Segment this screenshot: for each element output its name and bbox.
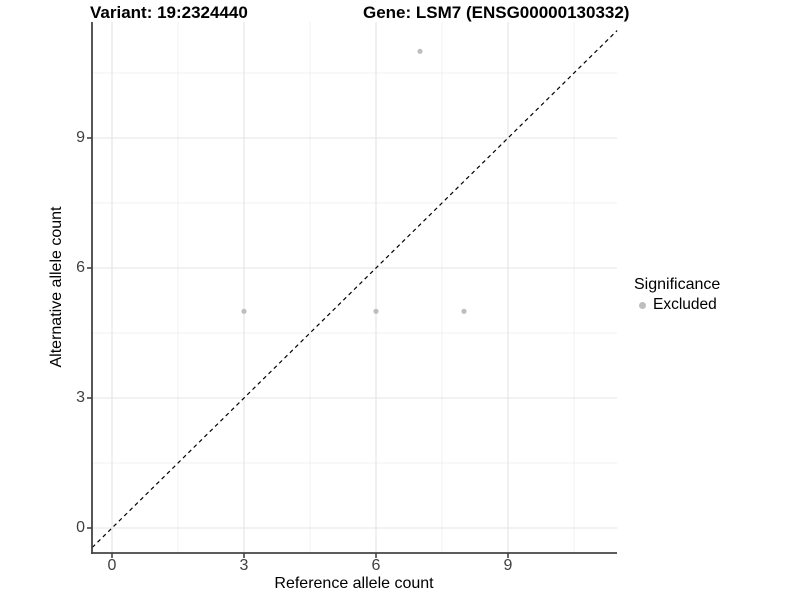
legend-key — [634, 297, 651, 314]
plot-title-gene: Gene: LSM7 (ENSG00000130332) — [363, 3, 630, 22]
x-tick-label: 3 — [239, 557, 249, 574]
x-tick-label: 6 — [371, 557, 381, 574]
x-axis-title: Reference allele count — [274, 575, 434, 592]
y-tick-label: 6 — [76, 259, 85, 276]
data-point — [241, 308, 247, 314]
plot-title-variant: Variant: 19:2324440 — [90, 3, 248, 22]
y-axis-title: Alternative allele count — [48, 206, 65, 368]
y-tick-label: 3 — [76, 389, 85, 406]
x-tick-label: 9 — [503, 557, 513, 574]
legend-entry-excluded: Excluded — [634, 296, 720, 314]
legend: Significance Excluded — [634, 276, 720, 314]
y-tick-label: 9 — [76, 129, 85, 146]
legend-title: Significance — [634, 276, 721, 293]
x-tick-label: 0 — [107, 557, 117, 574]
legend-entry-label: Excluded — [653, 296, 717, 313]
data-point — [373, 308, 379, 314]
data-point — [461, 308, 467, 314]
data-point — [417, 48, 423, 54]
legend-point-icon — [639, 301, 646, 309]
y-tick-label: 0 — [76, 519, 85, 536]
identity-dashed-line — [91, 30, 618, 548]
